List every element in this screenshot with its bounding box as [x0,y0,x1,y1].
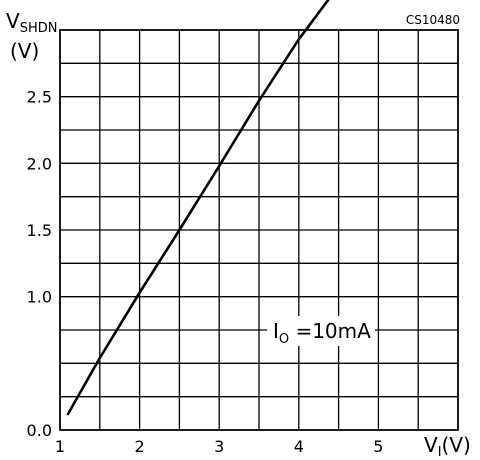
x-tick-label: 2 [135,437,145,456]
y-axis-unit: (V) [10,39,39,63]
x-tick-label: 5 [373,437,383,456]
y-tick-label: 0.0 [27,421,52,440]
grid [59,29,459,431]
y-tick-label: 1.5 [27,221,52,240]
x-tick-label: 3 [214,437,224,456]
x-tick-label: 1 [55,437,65,456]
x-axis-label: VI(V) [424,433,471,460]
annotation-box: IO =10mA [267,316,375,347]
annotation-label: IO =10mA [273,319,371,347]
figure-reference: CS10480 [406,13,460,27]
x-axis-label-unit: (V) [442,433,471,457]
annotation-sub: O [279,332,289,347]
x-axis-label-main: V [424,433,438,457]
y-tick-label: 1.0 [27,288,52,307]
annotation-main: I [273,319,279,343]
y-axis-label-main: V [6,9,20,33]
y-tick-label: 2.0 [27,154,52,173]
annotation-rest: =10mA [289,319,371,343]
plot-frame [59,29,459,431]
x-tick-label: 4 [294,437,304,456]
annotation-background [267,316,375,346]
y-tick-label: 2.5 [27,88,52,107]
y-axis-label: VSHDN [6,9,57,36]
series-line [66,0,330,416]
y-axis-label-sub: SHDN [20,21,58,36]
x-axis-label-sub: I [438,445,442,460]
